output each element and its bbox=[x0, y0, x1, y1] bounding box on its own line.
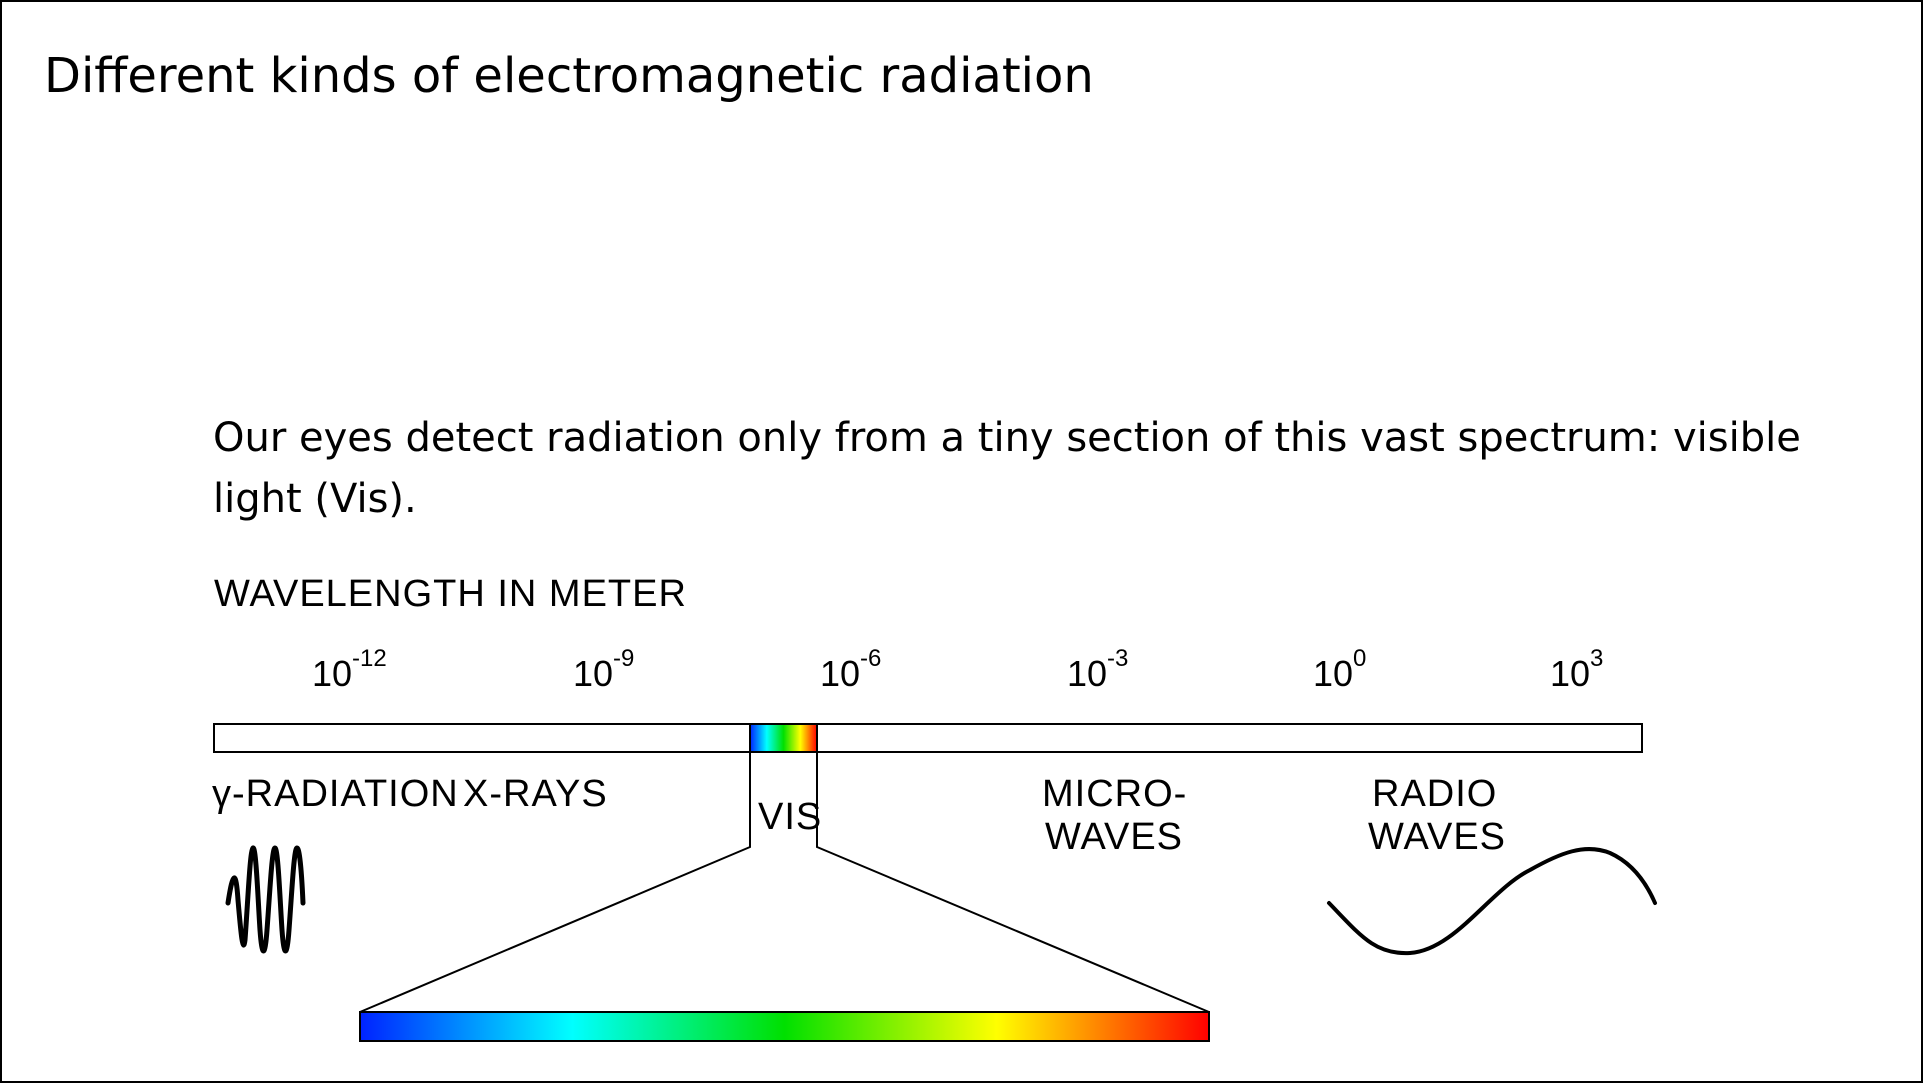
body-text: Our eyes detect radiation only from a ti… bbox=[213, 415, 1801, 522]
axis-label: WAVELENGTH IN METER bbox=[214, 573, 687, 615]
tick-label-1e-9: 10-9 bbox=[573, 645, 634, 694]
visible-spectrum-expanded bbox=[359, 1011, 1210, 1042]
tick-base: 10 bbox=[1313, 653, 1353, 694]
tick-base: 10 bbox=[312, 653, 352, 694]
tick-label-1e3: 103 bbox=[1550, 645, 1603, 694]
microwaves-label-line1: MICRO- bbox=[1042, 773, 1187, 815]
zoom-line-right bbox=[816, 752, 1210, 1013]
tick-exponent: 0 bbox=[1353, 645, 1366, 672]
xrays-label: X-RAYS bbox=[463, 773, 608, 815]
slide-title: Different kinds of electromagnetic radia… bbox=[44, 48, 1094, 104]
short-wavelength-wave-icon bbox=[225, 845, 306, 954]
gamma-radiation-label: γ-RADIATION bbox=[212, 773, 459, 815]
radio-waves-label-line2: WAVES bbox=[1368, 816, 1506, 858]
tick-base: 10 bbox=[1550, 653, 1590, 694]
tick-exponent: 3 bbox=[1590, 645, 1603, 672]
tick-label-1e-6: 10-6 bbox=[820, 645, 881, 694]
tick-exponent: -12 bbox=[352, 645, 387, 672]
visible-band bbox=[750, 725, 817, 751]
tick-label-1e-12: 10-12 bbox=[312, 645, 387, 694]
tick-base: 10 bbox=[1067, 653, 1107, 694]
tick-base: 10 bbox=[573, 653, 613, 694]
zoom-line-left bbox=[359, 752, 751, 1013]
tick-label-1e-3: 10-3 bbox=[1067, 645, 1128, 694]
radio-waves-label-line1: RADIO bbox=[1372, 773, 1497, 815]
microwaves-label-line2: WAVES bbox=[1045, 816, 1183, 858]
tick-exponent: -9 bbox=[613, 645, 634, 672]
spectrum-bar bbox=[213, 723, 1643, 753]
tick-exponent: -6 bbox=[860, 645, 881, 672]
vis-label: VIS bbox=[758, 796, 822, 838]
tick-exponent: -3 bbox=[1107, 645, 1128, 672]
tick-label-1e0: 100 bbox=[1313, 645, 1366, 694]
tick-base: 10 bbox=[820, 653, 860, 694]
long-wavelength-wave-icon bbox=[1327, 847, 1657, 956]
